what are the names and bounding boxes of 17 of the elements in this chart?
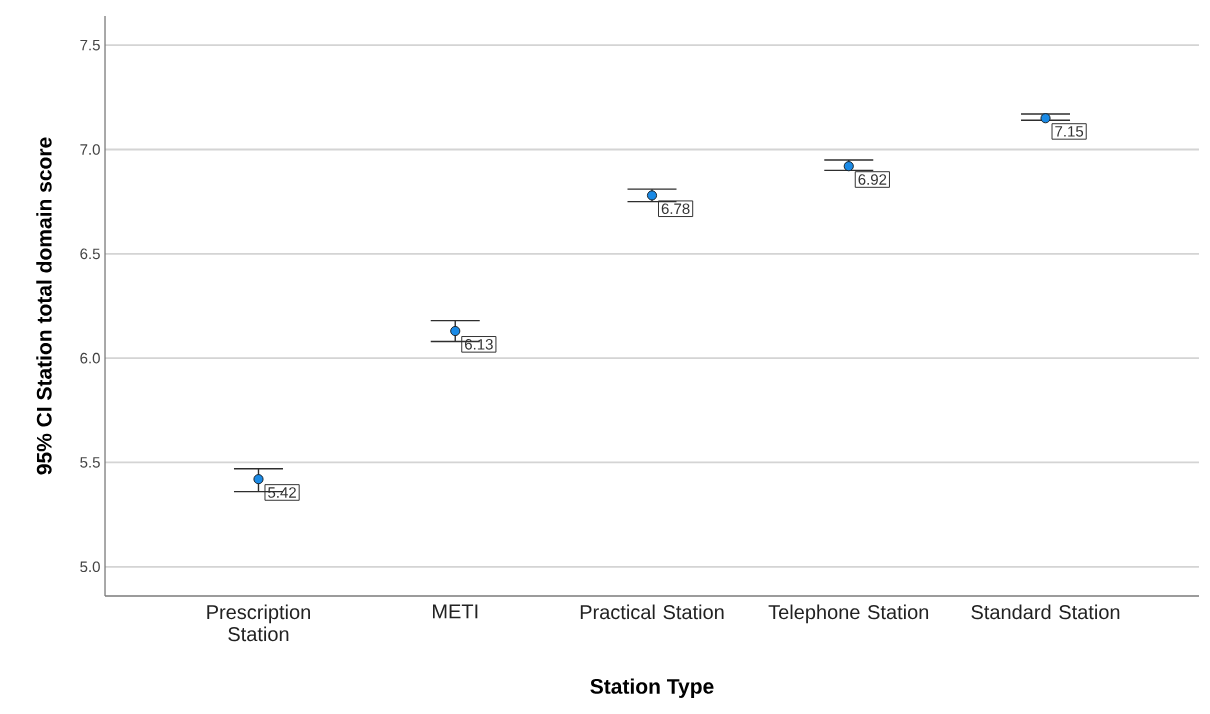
y-tick-label: 7.0 xyxy=(80,144,100,155)
x-tick-label: Standard Station xyxy=(971,604,1120,620)
y-tick-label: 6.0 xyxy=(80,352,100,364)
data-label: 7.15 xyxy=(1055,126,1084,137)
x-tick-label: Telephone Station xyxy=(768,604,929,624)
data-label: 6.92 xyxy=(858,174,887,185)
y-tick-label: 7.5 xyxy=(80,39,100,51)
x-tick-label: METI xyxy=(433,604,478,619)
data-label: 6.78 xyxy=(661,203,690,215)
x-axis-title: Station Type xyxy=(590,678,714,698)
y-tick-label: 6.5 xyxy=(80,248,100,260)
y-axis-title: 95% CI Station total domain score xyxy=(36,137,52,475)
y-tick-label: 5.0 xyxy=(80,561,100,573)
y-tick-label: 5.5 xyxy=(80,457,100,468)
x-tick-label: Practical Station xyxy=(580,604,724,620)
data-label: 6.13 xyxy=(465,339,493,350)
x-tick-label: Prescription Station xyxy=(207,604,310,642)
